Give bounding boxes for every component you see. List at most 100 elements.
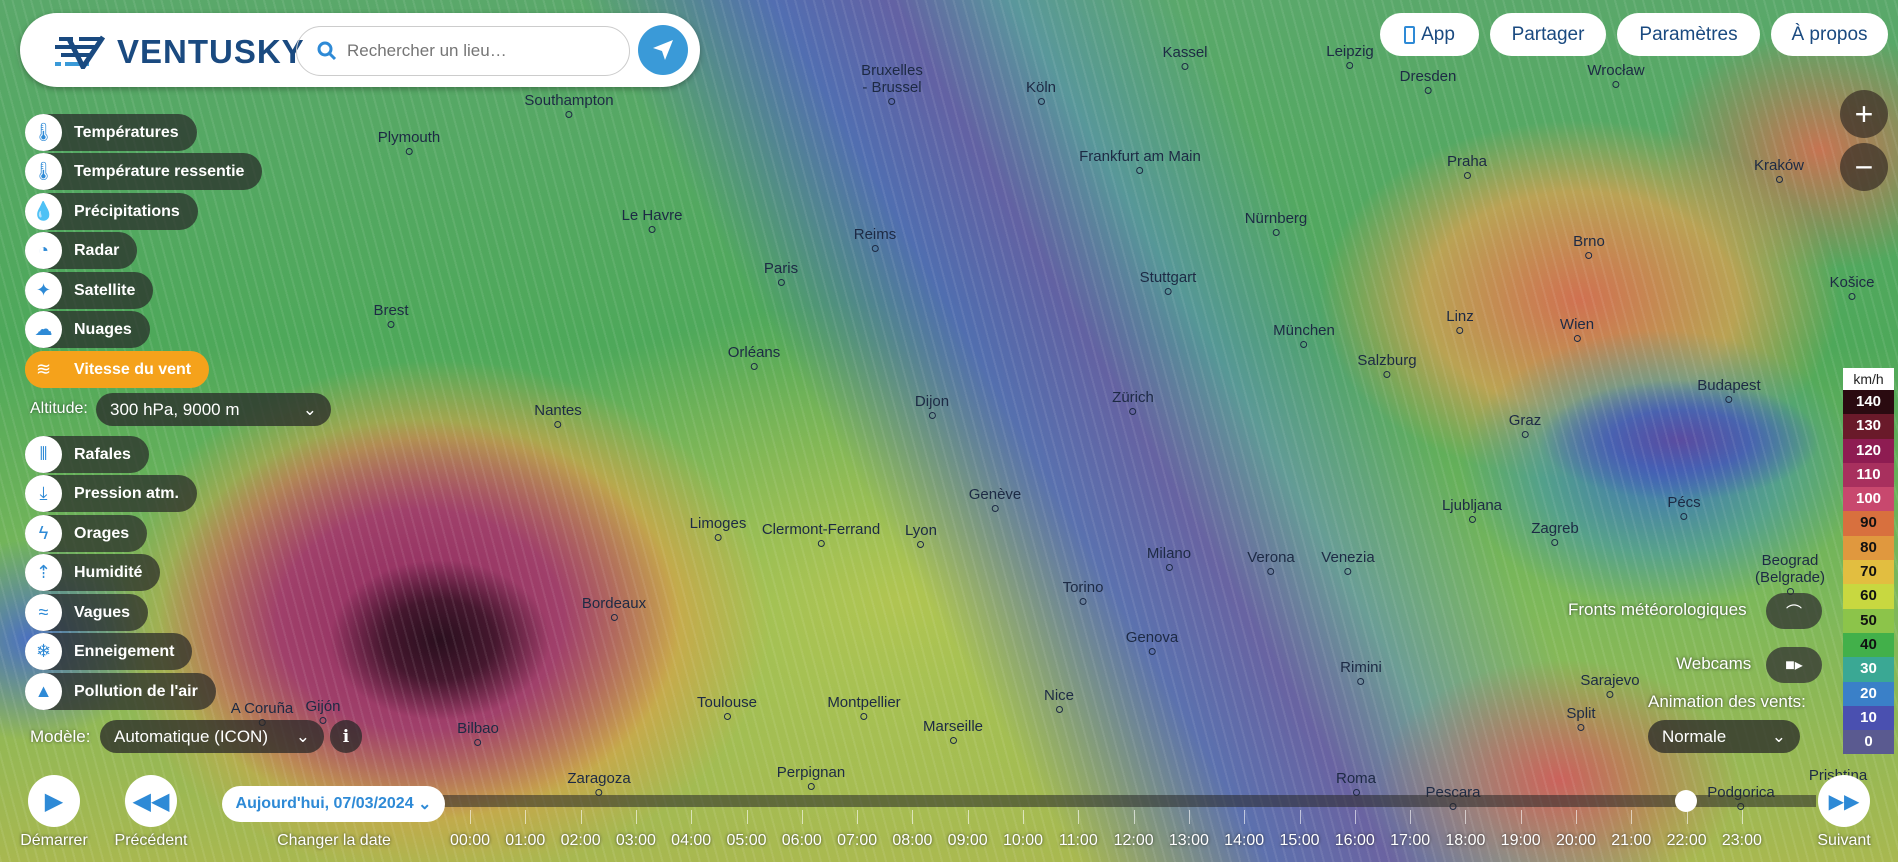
city-label[interactable]: Dijon xyxy=(915,393,949,419)
timeline-hour[interactable]: 09:00 xyxy=(947,832,988,849)
city-label[interactable]: Perpignan xyxy=(777,764,845,790)
city-label[interactable]: Brest xyxy=(373,302,409,328)
timeline-hour[interactable]: 18:00 xyxy=(1445,832,1486,849)
timeline-hour[interactable]: 08:00 xyxy=(892,832,933,849)
city-label[interactable]: Roma xyxy=(1336,770,1376,796)
city-label[interactable]: Frankfurt am Main xyxy=(1079,148,1201,174)
timeline-hour[interactable]: 11:00 xyxy=(1058,832,1098,849)
city-label[interactable]: Torino xyxy=(1063,579,1103,605)
city-label[interactable]: Milano xyxy=(1147,545,1191,571)
city-label[interactable]: Limoges xyxy=(690,515,746,541)
timeline-track[interactable] xyxy=(436,795,1816,807)
timeline-hour[interactable]: 19:00 xyxy=(1500,832,1541,849)
timeline-hour[interactable]: 12:00 xyxy=(1113,832,1154,849)
locate-button[interactable] xyxy=(638,25,688,75)
timeline-hour[interactable]: 00:00 xyxy=(449,832,491,849)
layer-item[interactable]: 🌡 Température ressentie xyxy=(25,153,263,190)
city-label[interactable]: Bruxelles - Brussel xyxy=(861,62,923,105)
city-label[interactable]: Bordeaux xyxy=(582,595,646,621)
search-input[interactable] xyxy=(347,41,617,61)
share-button[interactable]: Partager xyxy=(1490,13,1606,56)
animation-select[interactable]: Normale ⌄ xyxy=(1648,720,1800,753)
city-label[interactable]: Toulouse xyxy=(697,694,757,720)
city-label[interactable]: Le Havre xyxy=(622,207,682,233)
layer-item[interactable]: ⤓ Pression atm. xyxy=(25,475,197,512)
city-label[interactable]: Genève xyxy=(969,486,1021,512)
timeline-hour[interactable]: 20:00 xyxy=(1555,832,1597,849)
layer-item[interactable]: ϟ Orages xyxy=(25,515,148,552)
ventusky-logo[interactable]: VENTUSKY xyxy=(55,33,305,71)
city-label[interactable]: Genova xyxy=(1126,629,1178,655)
city-label[interactable]: Venezia xyxy=(1321,549,1375,575)
city-label[interactable]: Wien xyxy=(1560,316,1594,342)
city-label[interactable]: München xyxy=(1273,322,1335,348)
city-label[interactable]: Verona xyxy=(1247,549,1295,575)
city-label[interactable]: Pécs xyxy=(1667,494,1701,520)
timeline-hour[interactable]: 02:00 xyxy=(560,832,601,849)
next-button[interactable]: ▶▶ xyxy=(1818,775,1870,827)
altitude-select[interactable]: 300 hPa, 9000 m ⌄ xyxy=(96,393,331,426)
timeline-hour[interactable]: 14:00 xyxy=(1224,832,1265,849)
zoom-in-button[interactable]: + xyxy=(1840,90,1888,138)
search-box[interactable] xyxy=(296,26,630,76)
timeline-hour[interactable]: 01:00 xyxy=(505,832,546,849)
city-label[interactable]: Plymouth xyxy=(378,129,440,155)
timeline-hour[interactable]: 15:00 xyxy=(1279,832,1320,849)
app-button[interactable]: App xyxy=(1380,13,1479,56)
zoom-out-button[interactable]: − xyxy=(1840,143,1888,191)
layer-item[interactable]: ❄ Enneigement xyxy=(25,633,193,670)
timeline-handle[interactable] xyxy=(1675,790,1697,812)
timeline-hour[interactable]: 23:00 xyxy=(1721,832,1762,849)
city-label[interactable]: Nürnberg xyxy=(1245,210,1307,236)
fronts-toggle[interactable]: ⌒ xyxy=(1766,593,1822,629)
timeline-hour[interactable]: 10:00 xyxy=(1002,832,1044,849)
model-select[interactable]: Automatique (ICON) ⌄ xyxy=(100,720,324,753)
city-label[interactable]: Kassel xyxy=(1162,44,1208,70)
timeline-hour[interactable]: 13:00 xyxy=(1168,832,1209,849)
layer-item[interactable]: ⦀ Rafales xyxy=(25,436,149,473)
city-label[interactable]: Rimini xyxy=(1340,659,1382,685)
city-label[interactable]: Clermont-Ferrand xyxy=(762,521,880,547)
city-label[interactable]: Kraków xyxy=(1754,157,1804,183)
city-label[interactable]: Salzburg xyxy=(1357,352,1417,378)
city-label[interactable]: Zaragoza xyxy=(567,770,631,796)
layer-item[interactable]: ▲ Pollution de l'air xyxy=(25,673,216,710)
city-label[interactable]: Bilbao xyxy=(457,720,499,746)
city-label[interactable]: Split xyxy=(1566,705,1596,731)
timeline-hour[interactable]: 07:00 xyxy=(837,832,878,849)
city-label[interactable]: Nice xyxy=(1044,687,1074,713)
settings-button[interactable]: Paramètres xyxy=(1617,13,1760,56)
city-label[interactable]: Leipzig xyxy=(1326,43,1374,69)
layer-item[interactable]: 🌡 Températures xyxy=(25,114,197,151)
city-label[interactable]: Marseille xyxy=(923,718,983,744)
city-label[interactable]: Zürich xyxy=(1112,389,1154,415)
city-label[interactable]: Stuttgart xyxy=(1140,269,1196,295)
city-label[interactable]: Linz xyxy=(1446,308,1474,334)
city-label[interactable]: Paris xyxy=(764,260,798,286)
timeline-hour[interactable]: 03:00 xyxy=(615,832,656,849)
date-select-button[interactable]: Aujourd'hui, 07/03/2024 ⌄ xyxy=(222,786,445,822)
timeline-hour[interactable]: 05:00 xyxy=(726,832,767,849)
city-label[interactable]: Gijón xyxy=(305,698,341,724)
city-label[interactable]: Dresden xyxy=(1400,68,1456,94)
city-label[interactable]: Reims xyxy=(854,226,896,252)
city-label[interactable]: Košice xyxy=(1829,274,1875,300)
city-label[interactable]: Praha xyxy=(1447,153,1487,179)
about-button[interactable]: À propos xyxy=(1771,13,1888,56)
layer-item[interactable]: 💧 Précipitations xyxy=(25,193,198,230)
timeline-hour[interactable]: 06:00 xyxy=(781,832,822,849)
city-label[interactable]: Wrocław xyxy=(1587,62,1645,88)
city-label[interactable]: Budapest xyxy=(1697,377,1761,403)
layer-item[interactable]: ≋ Vitesse du vent xyxy=(25,351,210,388)
city-label[interactable]: Ljubljana xyxy=(1442,497,1502,523)
city-label[interactable]: Southampton xyxy=(524,92,614,118)
city-label[interactable]: Köln xyxy=(1026,79,1056,105)
city-label[interactable]: Zagreb xyxy=(1531,520,1579,546)
city-label[interactable]: Graz xyxy=(1509,412,1541,438)
city-label[interactable]: Sarajevo xyxy=(1580,672,1640,698)
city-label[interactable]: Lyon xyxy=(905,522,937,548)
timeline-hour[interactable]: 04:00 xyxy=(671,832,712,849)
layer-item[interactable]: ≈ Vagues xyxy=(25,594,149,631)
model-info-button[interactable]: i xyxy=(330,720,362,753)
